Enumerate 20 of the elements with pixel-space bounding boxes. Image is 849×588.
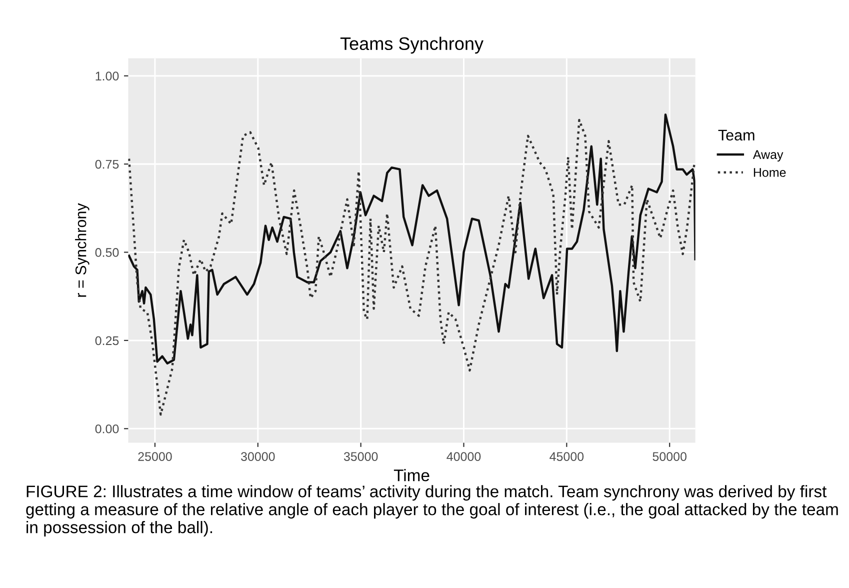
line-series: [128, 118, 696, 416]
x-tick-label: 25000: [138, 452, 172, 461]
x-tick-label: 35000: [344, 452, 378, 461]
chart-title: Teams Synchrony: [340, 36, 484, 54]
y-tick-label: 0.25: [95, 336, 119, 346]
x-axis-title: Time: [394, 469, 430, 482]
x-tick-label: 45000: [550, 452, 584, 461]
caption: FIGURE 2: Illustrates a time window of teams’ activity during the match. Team synchrony was derived by first getting a measure of the relative angle of each player to the goal of interest (i.e., the goal attacked by the team in possession of the ball).: [26, 485, 838, 537]
y-tick-label: 1.00: [96, 72, 119, 81]
y-tick-label: 0.75: [95, 160, 119, 169]
line-series: [128, 114, 696, 364]
y-axis-title: r = Synchrony: [75, 203, 90, 297]
x-tick-label: 50000: [652, 452, 686, 461]
x-tick-label: 30000: [240, 452, 275, 461]
x-tick-label: 40000: [446, 452, 481, 461]
y-tick-label: 0.00: [95, 424, 119, 434]
y-tick-label: 0.50: [95, 248, 119, 257]
legend-label: Away: [752, 150, 784, 162]
legend-title: Team: [718, 130, 754, 141]
legend-label: Home: [754, 168, 786, 177]
